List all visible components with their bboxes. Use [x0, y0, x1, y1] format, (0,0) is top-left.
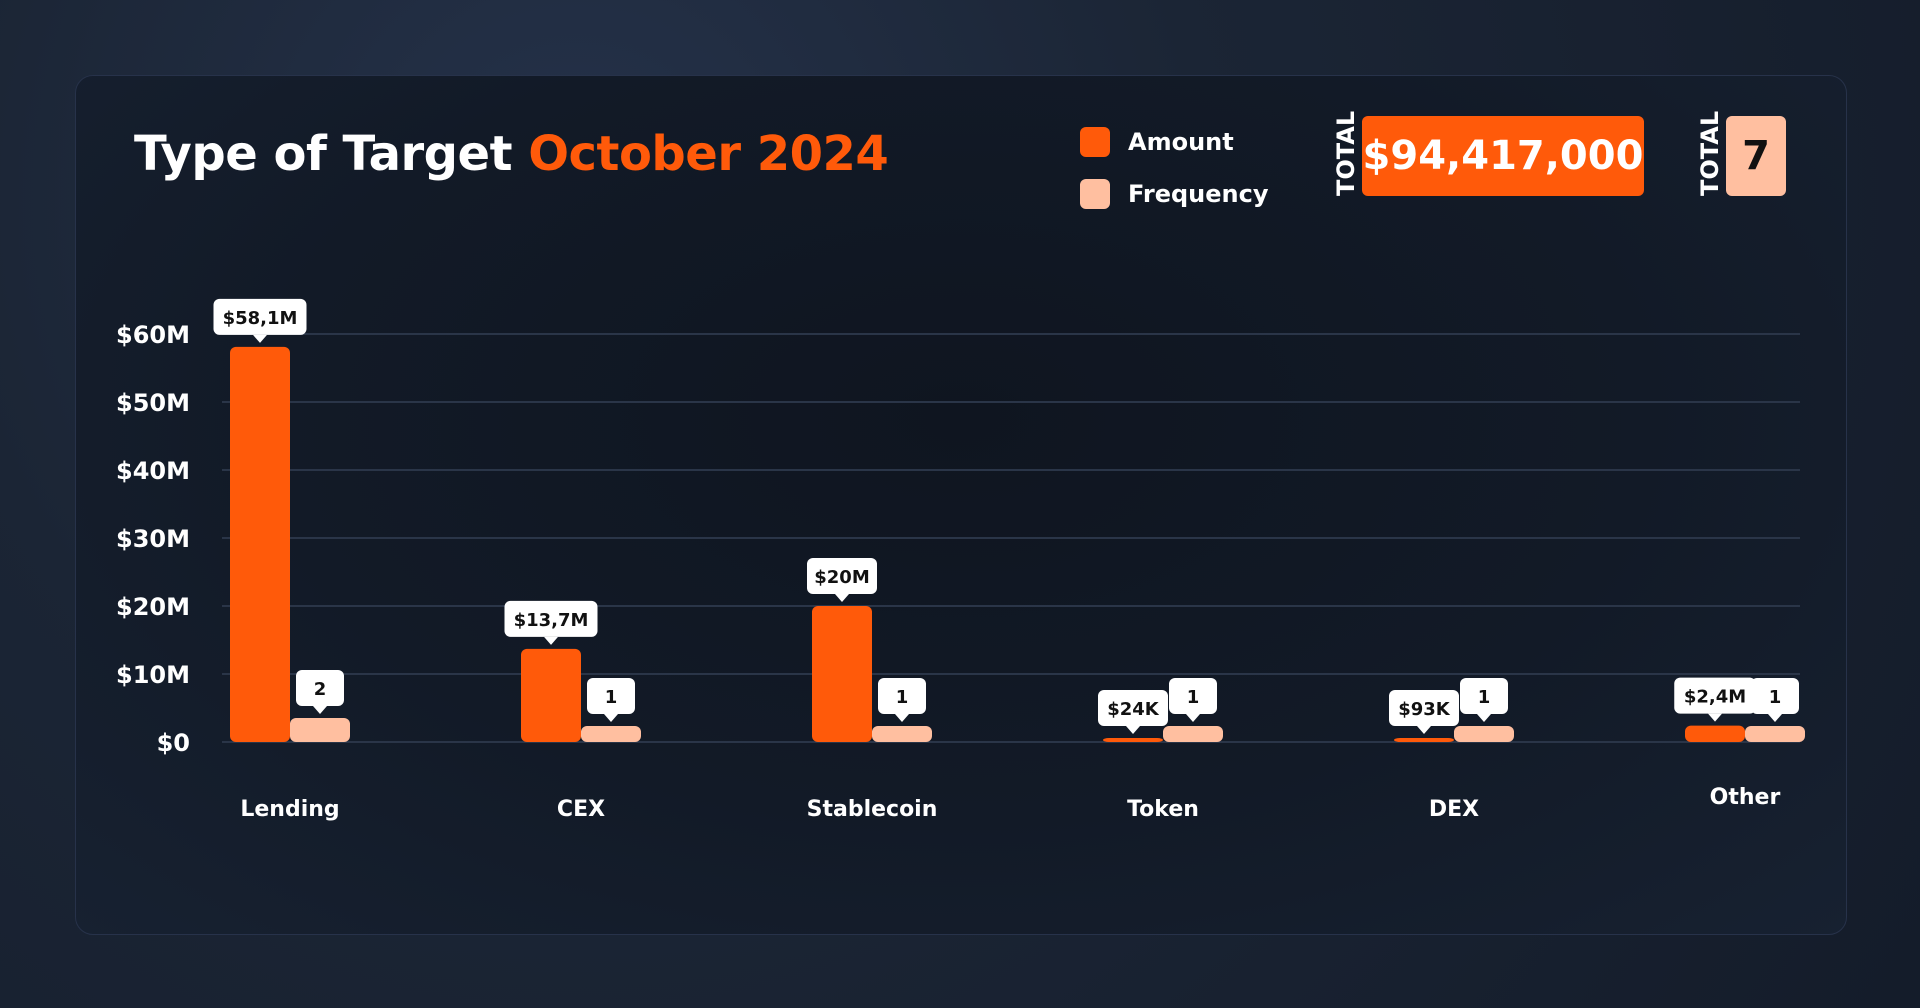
data-label-frequency-pointer: [1768, 714, 1782, 722]
total-amount-value: $94,417,000: [1362, 116, 1644, 196]
data-label-frequency-label: 1: [1478, 687, 1491, 708]
bar-amount: [812, 606, 872, 742]
data-label-amount-pointer: [835, 594, 849, 602]
y-tick-label: $20M: [116, 593, 190, 621]
y-tick-label: $60M: [116, 321, 190, 349]
y-tick-label: $10M: [116, 661, 190, 689]
data-label-frequency-bubble: [296, 670, 344, 706]
bar-amount: [521, 648, 581, 742]
data-label-amount-label: $20M: [814, 567, 870, 588]
data-label-amount-bubble: [213, 298, 307, 335]
data-label-amount-bubble: [807, 558, 877, 594]
bar-frequency: [1454, 726, 1514, 742]
y-tick-label: $40M: [116, 457, 190, 485]
data-label-frequency-label: 1: [1187, 687, 1200, 708]
data-label-amount-bubble: [1389, 690, 1459, 726]
data-label-frequency-label: 1: [896, 687, 909, 708]
data-label-amount-bubble: [504, 600, 598, 637]
data-label-frequency-pointer: [604, 714, 618, 722]
bar-amount: [230, 346, 290, 742]
data-label-amount-pointer: [544, 636, 558, 645]
data-label-frequency-bubble: [1751, 678, 1799, 714]
bar-amount: [1394, 738, 1454, 742]
data-label-frequency-label: 1: [1769, 687, 1782, 708]
data-label-frequency-bubble: [1169, 678, 1217, 714]
chart-title: Type of Target October 2024: [134, 126, 889, 182]
bar-amount: [1685, 725, 1745, 742]
data-label-amount-pointer: [1708, 713, 1722, 722]
y-tick-label: $0: [157, 729, 190, 757]
data-label-amount-label: $93K: [1398, 699, 1451, 720]
data-label-frequency-pointer: [895, 714, 909, 722]
data-label-frequency-label: 2: [314, 679, 327, 700]
chart-card: [75, 75, 1847, 935]
data-label-amount-pointer: [1126, 726, 1140, 734]
data-label-amount-label: $2,4M: [1684, 687, 1746, 708]
x-tick-label: Lending: [240, 797, 339, 822]
x-tick-label: Stablecoin: [807, 797, 938, 822]
legend: Amount Frequency: [1080, 116, 1268, 220]
data-label-amount-pointer: [253, 334, 267, 343]
data-label-frequency-pointer: [313, 706, 327, 714]
title-accent: October 2024: [528, 126, 889, 182]
data-label-frequency-bubble: [1460, 678, 1508, 714]
data-label-frequency-bubble: [587, 678, 635, 714]
bar-amount: [1103, 738, 1163, 742]
bar-frequency: [581, 726, 641, 742]
bar-frequency: [872, 726, 932, 742]
data-label-frequency-label: 1: [605, 687, 618, 708]
y-tick-label: $50M: [116, 389, 190, 417]
data-label-frequency-bubble: [878, 678, 926, 714]
legend-item-frequency: Frequency: [1080, 168, 1268, 220]
bar-frequency: [1745, 726, 1805, 742]
legend-label-amount: Amount: [1128, 128, 1234, 156]
y-tick-label: $30M: [116, 525, 190, 553]
x-tick-label: DEX: [1429, 797, 1479, 822]
data-label-amount-bubble: [1098, 690, 1168, 726]
x-tick-label: Token: [1127, 797, 1199, 822]
legend-label-frequency: Frequency: [1128, 180, 1269, 208]
data-label-amount-pointer: [1417, 726, 1431, 734]
legend-swatch-frequency: [1080, 179, 1110, 209]
data-label-amount-label: $24K: [1107, 699, 1160, 720]
legend-item-amount: Amount: [1080, 116, 1268, 168]
data-label-amount-label: $58,1M: [223, 308, 298, 329]
data-label-amount-label: $13,7M: [514, 610, 589, 631]
data-label-frequency-pointer: [1477, 714, 1491, 722]
total-frequency-value: 7: [1726, 116, 1786, 196]
data-label-frequency-pointer: [1186, 714, 1200, 722]
x-tick-label: Other: [1710, 785, 1781, 810]
bar-frequency: [290, 718, 350, 742]
x-tick-label: CEX: [557, 797, 605, 822]
legend-swatch-amount: [1080, 127, 1110, 157]
bar-frequency: [1163, 726, 1223, 742]
title-main: Type of Target: [134, 126, 513, 182]
data-label-amount-bubble: [1674, 677, 1756, 714]
